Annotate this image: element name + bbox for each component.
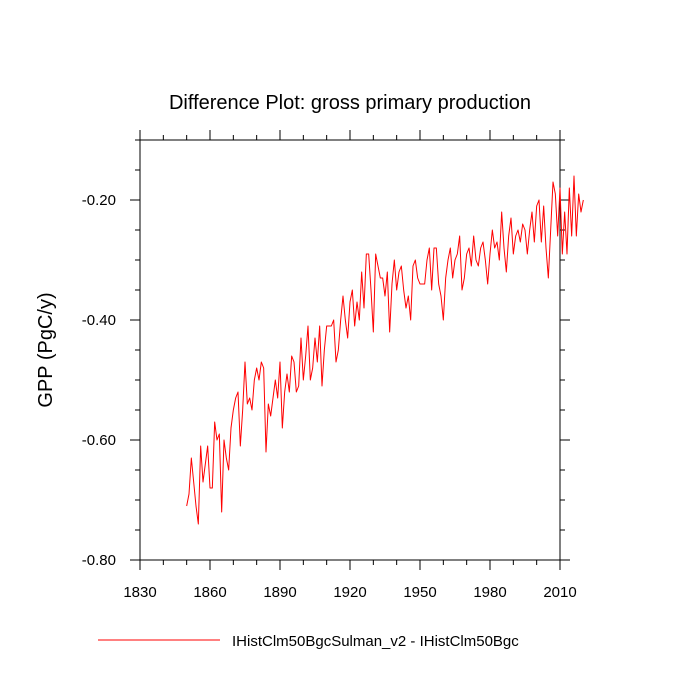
series-line xyxy=(186,175,584,525)
chart-title: Difference Plot: gross primary productio… xyxy=(169,92,531,114)
y-axis-label: GPP (PgC/y) xyxy=(35,292,57,407)
x-tick-label: 1830 xyxy=(123,584,156,601)
x-tick-label: 1890 xyxy=(263,584,296,601)
x-tick-label: 1860 xyxy=(193,584,226,601)
series-group xyxy=(186,175,584,525)
legend: IHistClm50BgcSulman_v2 - IHistClm50Bgc xyxy=(98,633,519,650)
y-tick-label: -0.40 xyxy=(82,312,116,329)
axis-tick-labels: 1830 1860 1890 1920 1950 1980 2010 -0.80 -0.60 -0… xyxy=(82,192,577,601)
x-tick-label: 1950 xyxy=(403,584,436,601)
plot-frame xyxy=(139,139,561,561)
x-tick-label: 1980 xyxy=(473,584,506,601)
y-tick-label: -0.80 xyxy=(82,552,116,569)
x-tick-label: 2010 xyxy=(543,584,576,601)
legend-label: IHistClm50BgcSulman_v2 - IHistClm50Bgc xyxy=(232,633,519,650)
y-tick-label: -0.20 xyxy=(82,192,116,209)
y-tick-label: -0.60 xyxy=(82,432,116,449)
x-tick-label: 1920 xyxy=(333,584,366,601)
axis-ticks xyxy=(130,130,570,570)
